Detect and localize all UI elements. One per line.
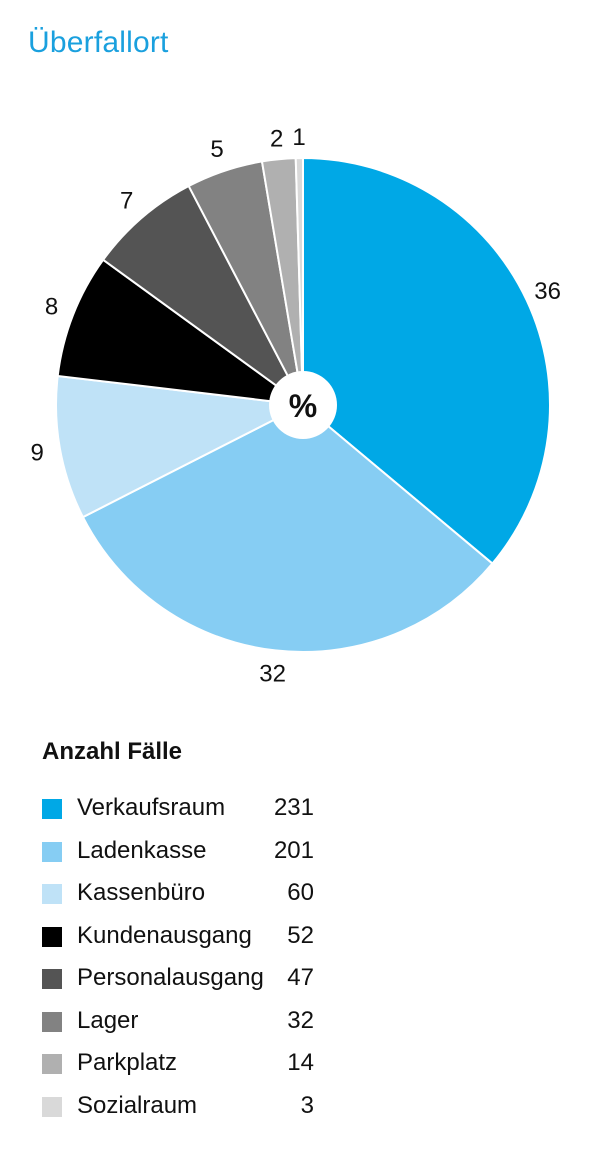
legend-item-lager: Lager 32 <box>42 1000 332 1043</box>
legend-label: Personalausgang <box>77 964 264 991</box>
legend-swatch <box>42 841 62 862</box>
legend-count: 3 <box>300 1091 314 1119</box>
pie-label-kassenbüro: 9 <box>31 439 44 466</box>
legend-swatch <box>42 1054 62 1074</box>
legend-count: 52 <box>287 921 314 949</box>
legend: Verkaufsraum 231 Ladenkasse 201 Kassenbüro 60… <box>42 787 332 1127</box>
legend-label: Verkaufsraum <box>77 794 226 821</box>
pie-labels: 36 32 9 8 7 5 2 1 <box>31 124 561 687</box>
legend-item-parkplatz: Parkplatz 14 <box>42 1042 332 1085</box>
legend-label: Kassenbüro <box>77 879 206 906</box>
pie-chart: 36 32 9 8 7 5 2 1 % <box>31 124 561 687</box>
pie-label-kundenausgang: 8 <box>45 294 58 321</box>
legend-count: 14 <box>287 1049 314 1076</box>
legend-label: Kundenausgang <box>77 921 252 949</box>
pie-label-personalausgang: 7 <box>120 188 133 215</box>
pie-label-sozialraum: 1 <box>292 124 305 151</box>
pie-label-verkaufsraum: 36 <box>534 278 561 305</box>
legend-item-personalausgang: Personalausgang 47 <box>42 957 332 1000</box>
pie-slice-verkaufsraum <box>302 156 551 565</box>
center-percent-label: % <box>289 388 317 424</box>
legend-item-verkaufsraum: Verkaufsraum 231 <box>42 787 332 830</box>
legend-label: Parkplatz <box>77 1049 178 1076</box>
legend-item-kundenausgang: Kundenausgang 52 <box>42 915 332 958</box>
legend-item-kassenbüro: Kassenbüro 60 <box>42 872 332 915</box>
pie-slices <box>55 156 551 653</box>
pie-label-ladenkasse: 32 <box>259 660 286 687</box>
pie-slice-personalausgang <box>101 184 304 406</box>
pie-slice-ladenkasse <box>81 403 494 653</box>
chart-title: Überfallort <box>28 26 169 59</box>
legend-label: Lager <box>77 1006 139 1034</box>
center-hole <box>269 371 337 439</box>
legend-count: 201 <box>273 836 314 864</box>
pie-label-parkplatz: 2 <box>270 125 283 152</box>
legend-swatch <box>42 884 62 904</box>
legend-swatch <box>42 926 62 947</box>
legend-swatch <box>42 1096 62 1117</box>
legend-item-sozialraum: Sozialraum 3 <box>42 1085 332 1128</box>
legend-swatch <box>42 1011 62 1032</box>
pie-label-lager: 5 <box>210 136 223 163</box>
legend-item-ladenkasse: Ladenkasse 201 <box>42 830 332 873</box>
pie-slice-sozialraum <box>294 156 304 406</box>
legend-label: Ladenkasse <box>77 836 207 864</box>
legend-count: 60 <box>287 879 314 906</box>
legend-count: 231 <box>273 794 314 821</box>
legend-count: 32 <box>287 1006 314 1034</box>
legend-label: Sozialraum <box>77 1091 198 1119</box>
legend-title: Anzahl Fälle <box>42 738 183 765</box>
legend-count: 47 <box>287 964 314 991</box>
pie-slice-kundenausgang <box>56 258 307 407</box>
legend-swatch <box>42 969 62 989</box>
pie-slice-kassenbüro <box>55 374 307 519</box>
legend-swatch <box>42 799 62 819</box>
